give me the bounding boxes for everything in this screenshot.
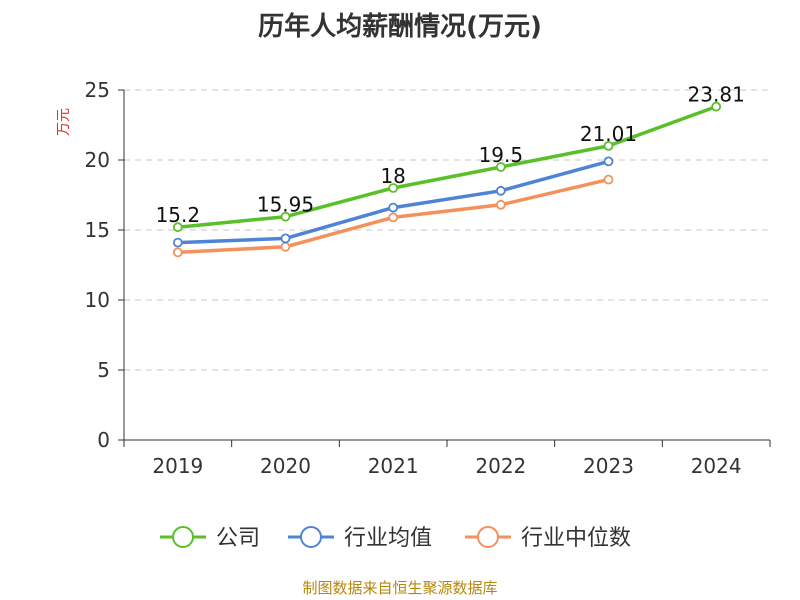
data-point-s2-3 <box>495 199 506 210</box>
data-point-s1-4 <box>603 156 614 167</box>
data-point-s2-4 <box>603 174 614 185</box>
x-tick-label: 2021 <box>368 454 419 478</box>
axes: 0 5 10 15 20 25 2019 2020 2021 2022 2023 2024 万元 <box>56 78 771 478</box>
x-tick-label: 2022 <box>475 454 526 478</box>
chart-title: 历年人均薪酬情况(万元) <box>258 12 542 42</box>
y-axis-label: 万元 <box>56 108 72 136</box>
x-tick-label: 2019 <box>152 454 203 478</box>
legend-item-2[interactable]: 行业中位数 <box>465 526 631 551</box>
grid-lines <box>124 89 770 371</box>
series-line-0 <box>176 104 718 229</box>
legend-item-0[interactable]: 公司 <box>160 526 260 551</box>
series-lines <box>172 101 722 258</box>
y-tick-label: 25 <box>85 78 110 102</box>
y-tick-label: 15 <box>85 218 110 242</box>
data-label: 21.01 <box>580 122 637 146</box>
data-point-s1-3 <box>495 185 506 196</box>
x-tick-label: 2020 <box>260 454 311 478</box>
legend-marker <box>300 526 322 548</box>
data-point-s2-2 <box>388 212 399 223</box>
data-point-s0-3 <box>495 162 506 172</box>
data-label: 19.5 <box>479 143 524 167</box>
data-point-s0-1 <box>280 211 291 222</box>
legend-label: 行业中位数 <box>521 526 631 551</box>
legend-label: 行业均值 <box>344 526 432 551</box>
data-point-s0-5 <box>711 101 722 112</box>
data-label: 15.95 <box>257 193 314 217</box>
y-tick-label: 20 <box>85 148 110 172</box>
legend-label: 公司 <box>216 526 260 551</box>
data-point-s1-1 <box>280 233 291 244</box>
data-label: 18 <box>380 164 405 188</box>
data-point-s1-0 <box>172 237 183 248</box>
source-note: 制图数据来自恒生聚源数据库 <box>302 579 498 597</box>
data-point-s2-0 <box>172 247 183 258</box>
legend-marker <box>172 526 194 548</box>
data-point-s0-2 <box>388 183 399 193</box>
data-label: 15.2 <box>156 203 201 227</box>
data-label: 23.81 <box>688 83 745 107</box>
x-tick-label: 2024 <box>691 454 742 478</box>
legend-item-1[interactable]: 行业均值 <box>288 526 432 551</box>
legend-marker <box>477 526 499 548</box>
data-point-s0-4 <box>603 140 614 151</box>
y-tick-label: 0 <box>97 428 110 452</box>
data-labels: 15.2 15.95 18 19.5 21.01 23.81 <box>156 83 745 228</box>
legend[interactable]: 公司 行业均值 行业中位数 <box>160 526 631 551</box>
y-tick-label: 5 <box>97 358 110 382</box>
x-tick-label: 2023 <box>583 454 634 478</box>
data-point-s0-0 <box>172 222 183 233</box>
data-point-s1-2 <box>388 202 399 213</box>
data-point-s2-1 <box>280 241 291 252</box>
y-tick-label: 10 <box>85 288 110 312</box>
